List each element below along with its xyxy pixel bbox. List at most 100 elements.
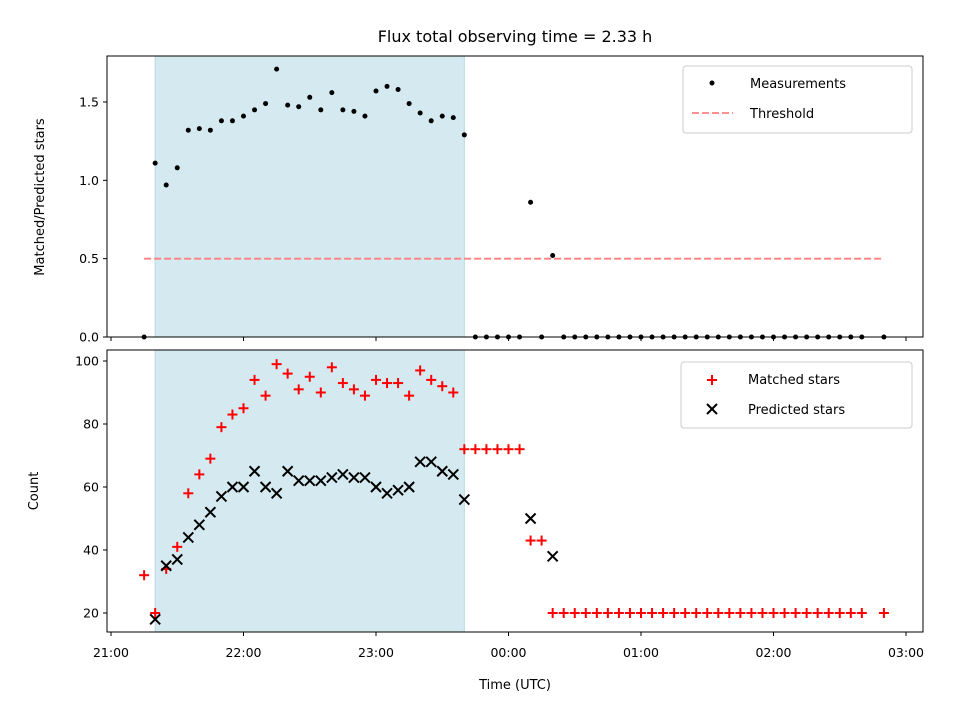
matched-point <box>271 359 282 370</box>
predicted-point-b <box>281 465 294 477</box>
matched-point <box>183 488 194 499</box>
matched-point <box>216 422 227 433</box>
matched-point <box>624 608 635 618</box>
y-tick-label: 0.5 <box>79 251 99 266</box>
predicted-point <box>193 519 206 531</box>
matched-point <box>492 444 503 455</box>
predicted-point <box>436 465 448 477</box>
predicted-point-b <box>204 506 217 518</box>
matched-point <box>591 608 602 618</box>
measurement-point <box>351 108 357 114</box>
measurement-point <box>395 86 401 92</box>
matched-point <box>139 570 150 581</box>
predicted-point <box>403 481 415 493</box>
x-tick-label: 00:00 <box>490 645 526 660</box>
matched-point <box>636 608 646 618</box>
legend-predicted-label: Predicted stars <box>748 403 845 418</box>
count-axes-frame <box>106 349 924 633</box>
matched-point <box>404 390 415 401</box>
measurement-point <box>318 107 324 113</box>
ratio-y-axis-label: Matched/Predicted stars <box>33 118 48 276</box>
matched-point <box>768 608 779 618</box>
predicted-point-b <box>304 474 316 487</box>
measurement-point <box>428 118 434 124</box>
legend-matched-label: Matched stars <box>748 373 840 388</box>
matched-point <box>238 403 249 414</box>
measurement-point <box>174 165 180 171</box>
predicted-point-b <box>237 481 250 493</box>
matched-point <box>393 378 404 389</box>
x-axis-label: Time (UTC) <box>478 678 551 693</box>
predicted-point-b <box>326 471 338 484</box>
predicted-point-b <box>359 471 371 484</box>
matched-point <box>834 608 845 618</box>
matched-point <box>172 541 183 552</box>
predicted-point <box>204 506 217 518</box>
predicted-point <box>226 481 239 493</box>
predicted-point <box>414 456 426 468</box>
matched-point <box>658 608 669 618</box>
x-tick-label: 21:00 <box>93 645 129 660</box>
predicted-point-b <box>546 550 559 563</box>
predicted-point-b <box>425 456 437 468</box>
measurement-point <box>362 113 368 119</box>
matched-point <box>691 608 702 618</box>
predicted-point-b <box>226 481 239 493</box>
predicted-point <box>370 481 382 493</box>
predicted-point <box>215 490 228 503</box>
matched-point <box>437 381 448 392</box>
measurement-point <box>252 107 258 113</box>
matched-point <box>249 374 260 385</box>
measurement-point <box>152 160 158 166</box>
legend-predicted-marker <box>706 403 718 415</box>
matched-point <box>337 378 348 389</box>
x-tick-label: 01:00 <box>623 645 659 660</box>
measurement-point <box>307 94 313 100</box>
matched-point <box>326 362 337 373</box>
matched-point <box>525 535 536 546</box>
matched-point <box>371 374 381 385</box>
predicted-point-b <box>392 484 404 496</box>
x-tick-label: 02:00 <box>755 645 791 660</box>
matched-point <box>536 535 547 546</box>
count-legend: Matched stars Predicted stars <box>680 361 913 429</box>
predicted-point-b <box>370 481 382 493</box>
predicted-point <box>281 465 294 477</box>
predicted-point <box>381 487 393 500</box>
matched-point <box>205 453 216 464</box>
matched-point <box>415 365 426 376</box>
matched-point <box>481 444 492 455</box>
y-tick-label: 80 <box>83 417 99 432</box>
predicted-point <box>315 474 327 487</box>
count-y-axis-label: Count <box>27 472 42 511</box>
matched-point <box>823 608 834 618</box>
matched-point <box>702 608 713 618</box>
matched-point <box>547 608 558 618</box>
x-tick-label: 23:00 <box>358 645 394 660</box>
matched-point <box>304 371 315 382</box>
predicted-point-b <box>293 474 305 487</box>
measurement-point <box>406 101 412 107</box>
measurement-point <box>461 132 467 138</box>
matched-point <box>724 608 735 618</box>
matched-point <box>713 608 724 618</box>
matched-point <box>790 608 801 618</box>
measurement-point <box>285 102 291 108</box>
matched-point <box>757 608 768 618</box>
predicted-point-b <box>160 560 172 572</box>
ratio-y-ticks: 0.0 0.5 1.0 1.5 <box>79 95 107 345</box>
measurement-point <box>263 101 269 107</box>
predicted-point-b <box>436 465 448 477</box>
predicted-point <box>348 471 360 484</box>
y-tick-label: 1.5 <box>79 95 99 110</box>
predicted-point <box>425 456 437 468</box>
predicted-point-b <box>149 613 161 626</box>
matched-point <box>470 444 481 455</box>
matched-point <box>558 608 569 618</box>
predicted-point-b <box>447 468 459 481</box>
predicted-point-b <box>381 487 393 500</box>
predicted-point <box>458 493 471 506</box>
predicted-point <box>293 474 305 487</box>
matched-point <box>602 608 613 618</box>
measurement-point <box>384 83 390 89</box>
